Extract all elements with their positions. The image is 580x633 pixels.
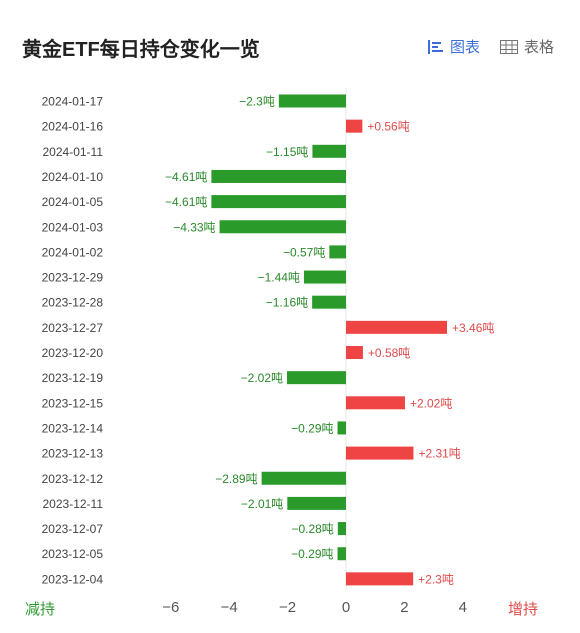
chart-view-icon	[428, 39, 443, 54]
data-bar	[337, 547, 346, 561]
category-label: 2023-12-29	[42, 271, 104, 285]
x-tick-label: −4	[221, 599, 238, 616]
category-label: 2023-12-27	[42, 321, 104, 335]
page-title: 黄金ETF每日持仓变化一览	[22, 39, 260, 61]
data-label: −0.57吨	[283, 245, 325, 259]
increase-label: 增持	[508, 601, 539, 618]
chart-view-label: 图表	[450, 39, 481, 56]
category-label: 2023-12-20	[42, 346, 104, 360]
data-label: −2.3吨	[239, 95, 275, 109]
data-bar	[287, 371, 346, 385]
data-label: −2.02吨	[241, 371, 283, 385]
category-label: 2023-12-14	[42, 421, 104, 435]
data-label: −1.15吨	[266, 145, 308, 159]
data-bar	[261, 471, 346, 485]
category-label: 2024-01-16	[42, 120, 104, 134]
data-bar	[211, 195, 346, 209]
data-bar	[303, 270, 346, 284]
category-label: 2023-12-28	[42, 296, 104, 310]
category-label: 2023-12-07	[42, 522, 104, 536]
category-label: 2024-01-10	[42, 170, 104, 184]
data-label: +2.3吨	[418, 572, 454, 586]
data-label: +2.31吨	[418, 447, 460, 461]
data-label: −4.61吨	[165, 195, 207, 209]
data-label: −1.44吨	[258, 271, 300, 285]
x-tick-label: 4	[459, 599, 467, 616]
decrease-label: 减持	[25, 601, 56, 618]
data-label: −2.01吨	[241, 497, 283, 511]
x-tick-label: 0	[342, 599, 350, 616]
x-tick-label: −6	[162, 599, 179, 616]
data-bar	[287, 496, 346, 510]
category-label: 2023-12-13	[42, 447, 104, 461]
category-label: 2024-01-17	[42, 95, 104, 109]
data-bar	[337, 522, 346, 536]
data-bar	[312, 144, 346, 158]
data-bar	[346, 446, 414, 460]
chart-view-tab[interactable]: 图表	[428, 36, 480, 57]
data-bar	[346, 346, 363, 359]
data-label: +0.56吨	[367, 120, 409, 134]
data-bar	[329, 245, 346, 259]
category-label: 2023-12-05	[42, 547, 104, 561]
data-label: −2.89吨	[215, 472, 257, 486]
data-label: +3.46吨	[452, 321, 494, 335]
data-label: −4.33吨	[173, 220, 215, 234]
category-label: 2024-01-05	[42, 195, 104, 209]
category-label: 2023-12-15	[42, 396, 104, 410]
data-label: +2.02吨	[410, 396, 452, 410]
data-label: −0.28吨	[291, 522, 333, 536]
table-view-label: 表格	[524, 39, 555, 56]
data-label: −4.61吨	[165, 170, 207, 184]
data-bar	[346, 320, 448, 334]
data-bar	[219, 220, 346, 234]
table-view-icon	[500, 39, 518, 54]
data-label: −0.29吨	[291, 421, 333, 435]
x-tick-label: −2	[279, 599, 296, 616]
data-bar	[312, 295, 346, 309]
category-label: 2023-12-04	[42, 572, 104, 586]
category-label: 2024-01-03	[42, 220, 104, 234]
category-label: 2024-01-02	[42, 245, 104, 259]
data-bar	[337, 421, 346, 435]
category-label: 2023-12-12	[42, 472, 104, 486]
data-bar	[346, 572, 414, 586]
data-label: +0.58吨	[368, 346, 410, 360]
data-bar	[278, 94, 346, 108]
data-bar	[346, 119, 363, 133]
category-label: 2024-01-11	[43, 145, 104, 159]
x-tick-label: 2	[400, 599, 408, 616]
data-bar	[211, 169, 346, 183]
category-label: 2023-12-11	[43, 497, 104, 511]
data-bar	[346, 396, 405, 410]
table-view-tab[interactable]: 表格	[500, 36, 554, 57]
data-label: −0.29吨	[291, 547, 333, 561]
category-label: 2023-12-19	[42, 371, 104, 385]
data-label: −1.16吨	[266, 296, 308, 310]
